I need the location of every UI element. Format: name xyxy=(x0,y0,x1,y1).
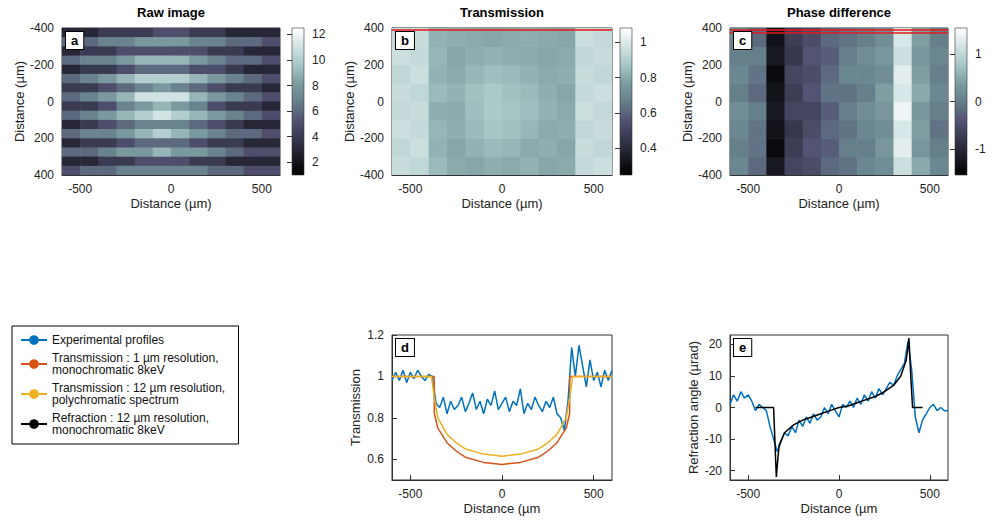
svg-text:c: c xyxy=(739,33,746,48)
svg-text:a: a xyxy=(71,33,79,48)
svg-text:-10: -10 xyxy=(705,432,723,446)
svg-text:e: e xyxy=(739,340,746,355)
svg-text:Phase difference: Phase difference xyxy=(787,5,891,20)
svg-text:0: 0 xyxy=(499,182,506,196)
svg-text:6: 6 xyxy=(312,104,319,118)
svg-text:500: 500 xyxy=(920,487,940,501)
svg-text:Distance (µm): Distance (µm) xyxy=(12,61,27,142)
svg-text:-400: -400 xyxy=(360,168,384,182)
svg-text:0.8: 0.8 xyxy=(367,411,384,425)
svg-text:Distance (µm): Distance (µm) xyxy=(798,196,879,211)
svg-text:Transmission: Transmission xyxy=(348,369,363,446)
svg-text:0.6: 0.6 xyxy=(640,106,657,120)
svg-text:monochromatic 8keV: monochromatic 8keV xyxy=(52,363,165,377)
svg-text:0: 0 xyxy=(715,401,722,415)
svg-text:0: 0 xyxy=(975,95,982,109)
svg-text:Transmission : 12 µm resolutio: Transmission : 12 µm resolution, xyxy=(52,381,229,395)
svg-text:Raw image: Raw image xyxy=(137,5,205,20)
svg-text:-500: -500 xyxy=(68,182,92,196)
svg-text:10: 10 xyxy=(312,53,326,67)
svg-text:polychromatic spectrum: polychromatic spectrum xyxy=(52,393,179,407)
svg-text:monochromatic 8keV: monochromatic 8keV xyxy=(52,423,165,437)
svg-text:4: 4 xyxy=(312,130,319,144)
svg-text:Refraction angle (µrad): Refraction angle (µrad) xyxy=(686,341,701,474)
svg-text:Transmission: Transmission xyxy=(460,5,544,20)
svg-text:Distance (µm): Distance (µm) xyxy=(461,196,542,211)
svg-text:200: 200 xyxy=(702,58,722,72)
svg-text:400: 400 xyxy=(364,21,384,35)
svg-text:400: 400 xyxy=(34,168,54,182)
svg-text:400: 400 xyxy=(702,21,722,35)
svg-text:-500: -500 xyxy=(398,182,422,196)
svg-text:0.8: 0.8 xyxy=(640,71,657,85)
svg-text:1: 1 xyxy=(975,47,982,61)
svg-text:-200: -200 xyxy=(360,131,384,145)
svg-text:8: 8 xyxy=(312,79,319,93)
svg-text:-500: -500 xyxy=(736,487,760,501)
svg-text:0.6: 0.6 xyxy=(367,452,384,466)
svg-text:-400: -400 xyxy=(30,21,54,35)
svg-text:d: d xyxy=(401,340,409,355)
svg-text:0: 0 xyxy=(499,487,506,501)
svg-text:200: 200 xyxy=(364,58,384,72)
svg-text:-500: -500 xyxy=(736,182,760,196)
svg-text:Distance (µm): Distance (µm) xyxy=(342,61,357,142)
svg-text:-20: -20 xyxy=(705,464,723,478)
svg-text:0: 0 xyxy=(47,95,54,109)
svg-text:200: 200 xyxy=(34,131,54,145)
svg-text:1: 1 xyxy=(377,369,384,383)
svg-text:Experimental profiles: Experimental profiles xyxy=(52,333,164,347)
svg-text:-1: -1 xyxy=(975,142,986,156)
svg-text:-500: -500 xyxy=(398,487,422,501)
svg-text:-200: -200 xyxy=(698,131,722,145)
svg-text:0: 0 xyxy=(377,95,384,109)
svg-text:-200: -200 xyxy=(30,58,54,72)
svg-text:1: 1 xyxy=(640,35,647,49)
svg-text:0: 0 xyxy=(168,182,175,196)
svg-text:1.2: 1.2 xyxy=(367,328,384,342)
svg-text:12: 12 xyxy=(312,27,326,41)
svg-text:Distance (µm): Distance (µm) xyxy=(130,196,211,211)
svg-text:2: 2 xyxy=(312,155,319,169)
svg-text:500: 500 xyxy=(584,487,604,501)
svg-text:0: 0 xyxy=(836,182,843,196)
svg-text:0.4: 0.4 xyxy=(640,141,657,155)
svg-text:500: 500 xyxy=(252,182,272,196)
svg-text:Distance (µm: Distance (µm xyxy=(464,501,541,516)
svg-text:0: 0 xyxy=(836,487,843,501)
svg-text:500: 500 xyxy=(920,182,940,196)
svg-text:20: 20 xyxy=(709,337,723,351)
svg-text:-400: -400 xyxy=(698,168,722,182)
svg-text:Distance (µm): Distance (µm) xyxy=(680,61,695,142)
svg-text:Transmission : 1 µm resolution: Transmission : 1 µm resolution, xyxy=(52,351,222,365)
svg-text:0: 0 xyxy=(715,95,722,109)
svg-text:b: b xyxy=(401,33,409,48)
svg-text:Distance (µm: Distance (µm xyxy=(801,501,878,516)
svg-text:10: 10 xyxy=(709,369,723,383)
svg-text:500: 500 xyxy=(584,182,604,196)
svg-text:Refraction : 12 µm resolution,: Refraction : 12 µm resolution, xyxy=(52,411,213,425)
